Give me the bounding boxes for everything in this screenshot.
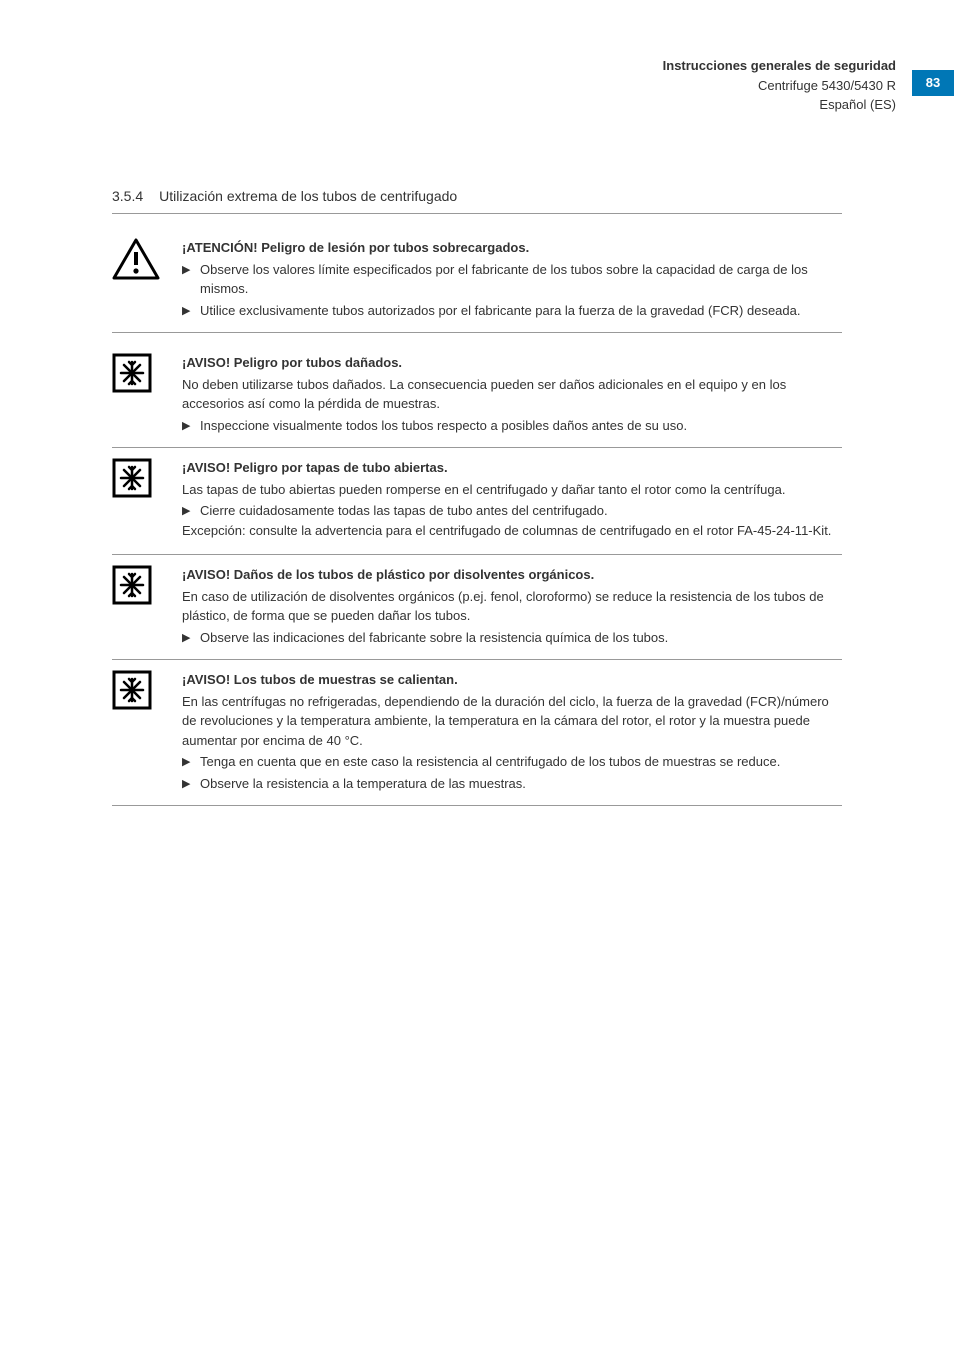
text-column: ¡AVISO! Los tubos de muestras se calient… [182,670,842,793]
bullet-marker-icon: ▶ [182,260,194,279]
spacer [112,333,842,343]
warning-body: Las tapas de tubo abiertas pueden romper… [182,480,842,500]
bullet-item: ▶ Observe los valores límite especificado… [182,260,842,299]
bullet-item: ▶ Observe la resistencia a la temperatura… [182,774,842,794]
page-number: 83 [912,70,954,96]
header-line-2: Centrifuge 5430/5430 R [663,76,896,96]
text-column: ¡AVISO! Peligro por tapas de tubo abiert… [182,458,842,542]
warning-title: ¡AVISO! Los tubos de muestras se calient… [182,670,842,690]
bullet-text: Observe los valores límite especificados… [200,260,842,299]
bullet-marker-icon: ▶ [182,301,194,320]
bullet-item: ▶ Tenga en cuenta que en este caso la res… [182,752,842,772]
warning-block: ¡ATENCIÓN! Peligro de lesión por tubos s… [112,228,842,333]
notice-icon [112,670,152,710]
warning-body: No deben utilizarse tubos dañados. La co… [182,375,842,414]
bullet-text: Utilice exclusivamente tubos autorizados… [200,301,842,321]
bullet-marker-icon: ▶ [182,774,194,793]
bullet-text: Cierre cuidadosamente todas las tapas de… [200,501,842,521]
bullet-marker-icon: ▶ [182,416,194,435]
warning-title: ¡ATENCIÓN! Peligro de lesión por tubos s… [182,238,842,258]
bullet-item: ▶ Utilice exclusivamente tubos autorizado… [182,301,842,321]
section-number: 3.5.4 [112,186,143,207]
section-title: Utilización extrema de los tubos de cent… [159,186,457,207]
bullet-marker-icon: ▶ [182,752,194,771]
content-area: 3.5.4 Utilización extrema de los tubos d… [112,186,842,806]
warning-block: ¡AVISO! Peligro por tapas de tubo abiert… [112,448,842,555]
section-heading: 3.5.4 Utilización extrema de los tubos d… [112,186,842,214]
bullet-text: Inspeccione visualmente todos los tubos … [200,416,842,436]
warning-triangle-icon [112,238,160,280]
bullet-marker-icon: ▶ [182,501,194,520]
bullet-text: Observe la resistencia a la temperatura … [200,774,842,794]
text-column: ¡AVISO! Peligro por tubos dañados.No deb… [182,353,842,435]
warning-body: En caso de utilización de disolventes or… [182,587,842,626]
notice-icon [112,353,152,393]
icon-column [112,238,162,280]
header-line-3: Español (ES) [663,95,896,115]
icon-column [112,670,162,710]
warning-after-text: Excepción: consulte la advertencia para … [182,521,842,541]
warning-title: ¡AVISO! Peligro por tapas de tubo abiert… [182,458,842,478]
bullet-item: ▶ Cierre cuidadosamente todas las tapas d… [182,501,842,521]
warning-block: ¡AVISO! Peligro por tubos dañados.No deb… [112,343,842,448]
warning-block: ¡AVISO! Daños de los tubos de plástico p… [112,555,842,660]
header-line-1: Instrucciones generales de seguridad [663,56,896,76]
bullet-item: ▶ Observe las indicaciones del fabricante… [182,628,842,648]
icon-column [112,353,162,393]
bullet-text: Observe las indicaciones del fabricante … [200,628,842,648]
text-column: ¡ATENCIÓN! Peligro de lesión por tubos s… [182,238,842,320]
warning-title: ¡AVISO! Daños de los tubos de plástico p… [182,565,842,585]
text-column: ¡AVISO! Daños de los tubos de plástico p… [182,565,842,647]
page-header: Instrucciones generales de seguridad Cen… [663,56,896,115]
notice-icon [112,565,152,605]
warning-title: ¡AVISO! Peligro por tubos dañados. [182,353,842,373]
icon-column [112,565,162,605]
bullet-marker-icon: ▶ [182,628,194,647]
icon-column [112,458,162,498]
bullet-text: Tenga en cuenta que en este caso la resi… [200,752,842,772]
notice-icon [112,458,152,498]
bullet-item: ▶ Inspeccione visualmente todos los tubos… [182,416,842,436]
warning-block: ¡AVISO! Los tubos de muestras se calient… [112,660,842,806]
warning-body: En las centrífugas no refrigeradas, depe… [182,692,842,751]
